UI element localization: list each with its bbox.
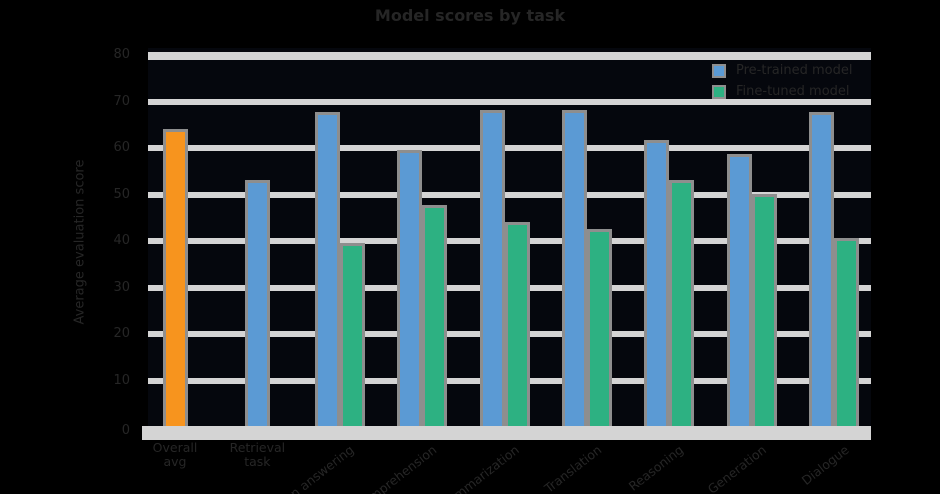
- y-tick-label: 10: [113, 372, 130, 388]
- legend-label: Pre-trained model: [736, 63, 853, 78]
- x-tick-label: Generation: [704, 442, 769, 494]
- bar: [669, 179, 695, 428]
- legend-item: Fine-tuned model: [712, 83, 852, 100]
- bar: [751, 193, 777, 428]
- y-tick-label: 0: [121, 423, 130, 438]
- bar: [586, 228, 612, 428]
- x-tick-label: Comprehension: [352, 442, 440, 494]
- legend: Pre-trained model Fine-tuned model: [712, 62, 852, 104]
- y-tick-label: 60: [113, 140, 130, 155]
- y-tick-label: 30: [113, 279, 130, 295]
- y-tick-label: 40: [113, 233, 130, 248]
- y-tick-label: 20: [113, 326, 130, 341]
- gridline: [148, 145, 871, 151]
- x-tick-label: Summarization: [437, 442, 522, 494]
- bar: [644, 140, 670, 428]
- gridline: [148, 191, 871, 198]
- bar: [244, 179, 270, 428]
- bar: [504, 221, 530, 428]
- bar: [726, 154, 752, 428]
- bar: [834, 238, 859, 428]
- chart-title: Model scores by task: [374, 6, 566, 25]
- gridline: [148, 98, 871, 105]
- x-tick-label: Dialogue: [798, 442, 852, 488]
- bar: [561, 110, 587, 428]
- bar: [339, 242, 365, 428]
- y-tick-label: 70: [113, 93, 130, 109]
- bar: [397, 149, 423, 428]
- x-tick-label: Overall avg: [152, 440, 198, 469]
- x-tick-label: Translation: [541, 442, 605, 494]
- bar: [314, 112, 340, 428]
- bar: [809, 112, 834, 428]
- y-tick-label: 80: [113, 47, 130, 62]
- bar: [162, 128, 188, 428]
- legend-item: Pre-trained model: [712, 62, 852, 79]
- x-axis-line: [142, 426, 871, 440]
- bar: [422, 205, 448, 428]
- gridline: [148, 52, 871, 60]
- x-tick-label: Reasoning: [626, 442, 687, 494]
- x-tick-label: Retrieval task: [229, 440, 286, 469]
- legend-label: Fine-tuned model: [736, 84, 850, 99]
- y-tick-label: 50: [113, 186, 130, 202]
- bar: [479, 110, 505, 428]
- legend-swatch-green: [712, 84, 726, 99]
- legend-swatch-blue: [712, 63, 726, 78]
